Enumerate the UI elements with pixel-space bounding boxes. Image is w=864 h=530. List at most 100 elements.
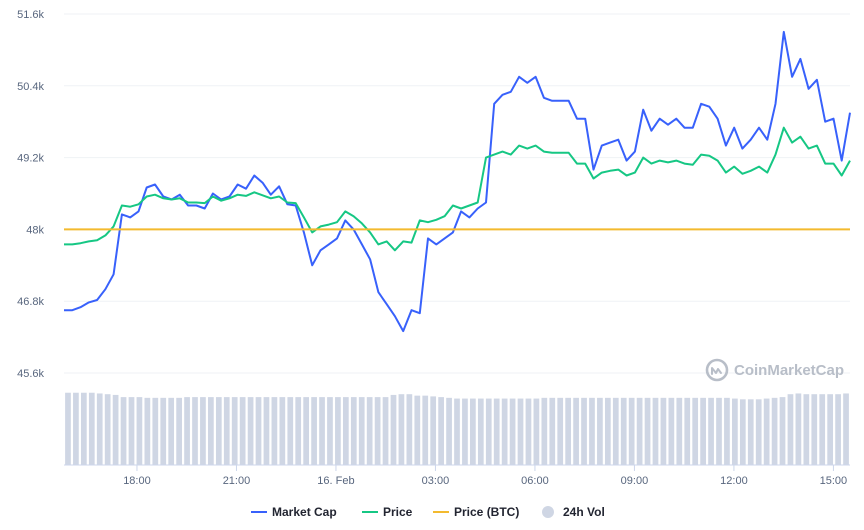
volume-bar: [128, 397, 135, 465]
x-tick-label: 06:00: [521, 475, 549, 487]
volume-bar: [771, 397, 778, 465]
volume-bar: [358, 397, 365, 465]
volume-bar: [215, 397, 222, 465]
volume-bar: [517, 398, 524, 465]
volume-bar: [160, 397, 167, 465]
volume-bar: [835, 394, 841, 465]
volume-bar: [747, 399, 754, 465]
volume-bar: [628, 397, 635, 465]
volume-bar: [755, 399, 762, 465]
volume-bar: [477, 398, 484, 465]
series-lines: [64, 30, 851, 333]
x-tick-label: 21:00: [223, 475, 251, 487]
x-tick-label: 18:00: [123, 475, 151, 487]
y-tick-label: 51.6k: [17, 9, 44, 21]
volume-bar: [660, 397, 667, 465]
legend-item-market-cap[interactable]: Market Cap: [251, 505, 337, 519]
volume-bar: [144, 397, 151, 465]
volume-bar: [549, 397, 556, 465]
x-axis: 18:00 21:00 16. Feb 03:00 06:00 09:00 12:00 15:…: [123, 465, 847, 487]
volume-bar: [604, 397, 611, 465]
volume-bar: [223, 397, 230, 465]
volume-bar: [581, 397, 587, 465]
y-tick-label: 49.2k: [17, 153, 44, 165]
volume-bar: [374, 397, 381, 465]
volume-bar: [200, 397, 206, 465]
volume-bar: [644, 397, 651, 465]
volume-bar: [485, 398, 492, 465]
volume-bar: [73, 392, 79, 465]
y-tick-label: 45.6k: [17, 368, 44, 380]
volume-bar: [819, 394, 826, 465]
volume-bar: [366, 397, 373, 465]
volume-bar: [573, 397, 579, 465]
legend-label: 24h Vol: [563, 505, 605, 519]
volume-bar: [342, 397, 349, 465]
volume-bar: [724, 397, 730, 465]
legend-item-24h-vol[interactable]: 24h Vol: [542, 505, 605, 519]
volume-bar: [231, 397, 238, 465]
volume-bar: [104, 394, 111, 465]
legend-item-price-btc[interactable]: Price (BTC): [433, 505, 519, 519]
volume-bar: [565, 397, 572, 465]
volume-bar: [335, 397, 341, 465]
volume-bar: [350, 397, 357, 465]
watermark-text: CoinMarketCap: [734, 362, 844, 379]
volume-bar: [406, 394, 413, 465]
volume-bar: [763, 398, 770, 465]
volume-bar: [176, 397, 182, 465]
legend[interactable]: Market Cap Price Price (BTC) 24h Vol: [251, 505, 605, 519]
volume-bar: [80, 392, 87, 465]
volume-bar: [509, 398, 516, 465]
volume-bar: [430, 396, 437, 465]
legend-marker: [542, 506, 554, 518]
volume-bar: [422, 395, 429, 465]
chart-grid: [64, 13, 850, 374]
volume-bar: [684, 397, 691, 465]
volume-bar: [263, 397, 270, 465]
volume-bar: [303, 397, 310, 465]
volume-bar: [708, 397, 714, 465]
volume-bar: [501, 398, 508, 465]
volume-bar: [795, 393, 802, 465]
volume-bar: [438, 397, 444, 465]
y-tick-label: 48k: [26, 224, 44, 236]
volume-bar: [65, 392, 71, 465]
volume-bar: [390, 394, 397, 465]
volume-bar: [589, 397, 595, 465]
volume-bar: [803, 394, 810, 465]
volume-bar: [152, 397, 159, 465]
volume-bar: [811, 394, 818, 465]
volume-bars: [65, 392, 849, 465]
legend-label: Price (BTC): [454, 505, 519, 519]
volume-bar: [112, 394, 119, 465]
x-tick-label: 09:00: [621, 475, 649, 487]
volume-bar: [414, 395, 421, 465]
volume-bar: [247, 397, 254, 465]
volume-bar: [652, 397, 659, 465]
volume-bar: [597, 397, 603, 465]
volume-bar: [192, 397, 198, 465]
volume-bar: [279, 397, 286, 465]
volume-bar: [208, 397, 214, 465]
volume-bar: [557, 397, 564, 465]
volume-bar: [470, 398, 476, 465]
volume-bar: [311, 397, 317, 465]
volume-bar: [541, 397, 548, 465]
volume-bar: [732, 398, 738, 465]
volume-bar: [700, 397, 706, 465]
legend-item-price[interactable]: Price: [362, 505, 413, 519]
market-cap-line: [64, 30, 851, 333]
volume-bar: [843, 393, 849, 465]
volume-bar: [827, 394, 834, 465]
volume-bar: [96, 393, 103, 465]
legend-label: Price: [383, 505, 413, 519]
volume-bar: [620, 397, 627, 465]
volume-bar: [168, 397, 175, 465]
volume-bar: [493, 398, 500, 465]
watermark: CoinMarketCap: [705, 358, 844, 382]
x-tick-label: 03:00: [422, 475, 450, 487]
x-tick-label: 16. Feb: [317, 475, 354, 487]
volume-bar: [398, 394, 405, 465]
